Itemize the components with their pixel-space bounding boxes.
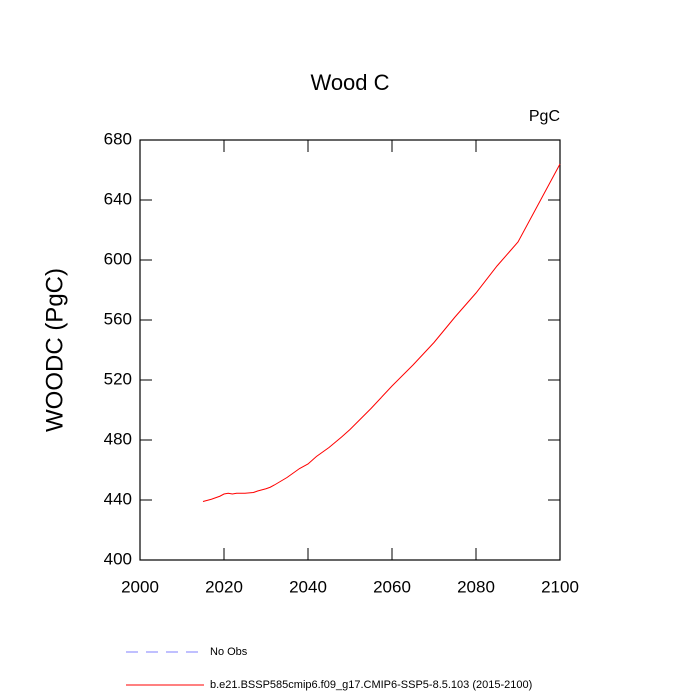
y-tick-label: 600: [104, 249, 132, 268]
plot-frame: [139, 139, 561, 561]
data-line: [202, 163, 561, 502]
y-tick-label: 480: [104, 429, 132, 448]
x-tick-label: 2040: [289, 577, 327, 596]
y-axis-label: WOODC (PgC): [41, 268, 68, 432]
y-tick-label: 680: [104, 129, 132, 148]
x-tick-label: 2020: [205, 577, 243, 596]
legend-label: No Obs: [210, 646, 248, 658]
x-tick-label: 2000: [121, 577, 159, 596]
y-tick-label: 440: [104, 489, 132, 508]
legend-label: b.e21.BSSP585cmip6.f09_g17.CMIP6-SSP5-8.…: [210, 679, 532, 691]
chart-title: Wood C: [310, 70, 389, 95]
y-tick-label: 640: [104, 189, 132, 208]
y-tick-label: 560: [104, 309, 132, 328]
x-tick-label: 2080: [457, 577, 495, 596]
x-tick-label: 2060: [373, 577, 411, 596]
units-label: PgC: [529, 108, 560, 125]
x-tick-label: 2100: [541, 577, 579, 596]
y-tick-label: 520: [104, 369, 132, 388]
y-tick-label: 400: [104, 549, 132, 568]
